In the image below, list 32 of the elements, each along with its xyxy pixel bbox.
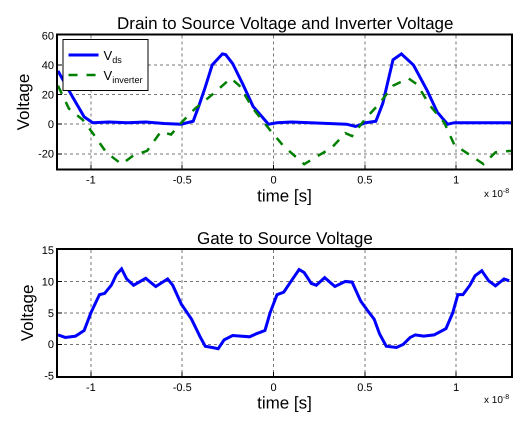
line-series — [58, 267, 511, 350]
y-tick-label: 5 — [48, 308, 54, 320]
y-axis-title: Voltage — [18, 284, 37, 342]
line-series — [58, 52, 511, 128]
legend-label: V$_{inverter}$ — [104, 68, 143, 85]
chart-title: Drain to Source Voltage and Inverter Voltage — [117, 14, 454, 33]
y-tick-label: 0 — [48, 339, 54, 352]
x-tick-label: 0 — [270, 382, 277, 394]
y-tick-label: 60 — [42, 30, 54, 42]
y-tick-label: 20 — [42, 89, 54, 102]
x-tick-label: 1 — [453, 174, 460, 187]
x-tick-label: -1 — [86, 174, 96, 187]
legend-label: V$_{ds}$ — [104, 48, 122, 65]
x-tick-label: 0.5 — [357, 174, 373, 187]
y-tick-label: 0 — [48, 119, 54, 132]
x-tick-label: -0.5 — [172, 382, 192, 394]
x-tick-label: 0 — [270, 174, 277, 187]
y-tick-label: 10 — [42, 276, 54, 288]
y-tick-label: -20 — [38, 148, 54, 161]
y-axis-title: Voltage — [14, 74, 34, 130]
y-tick-label: -5 — [44, 370, 54, 383]
x-tick-label: 0.5 — [357, 382, 373, 394]
x-tick-label: -0.5 — [172, 174, 192, 187]
chart-title: Gate to Source Voltage — [197, 229, 373, 248]
x-axis-title: time [s] — [257, 394, 312, 413]
x-axis-title: time [s] — [257, 186, 312, 206]
y-tick-label: 40 — [42, 60, 54, 72]
text: x 10$^{-8}$ — [484, 394, 510, 406]
x-tick-label: 1 — [453, 382, 460, 394]
x-tick-label: -1 — [86, 382, 96, 394]
text: x 10$^{-8}$ — [484, 188, 510, 200]
y-tick-label: 15 — [42, 244, 54, 257]
